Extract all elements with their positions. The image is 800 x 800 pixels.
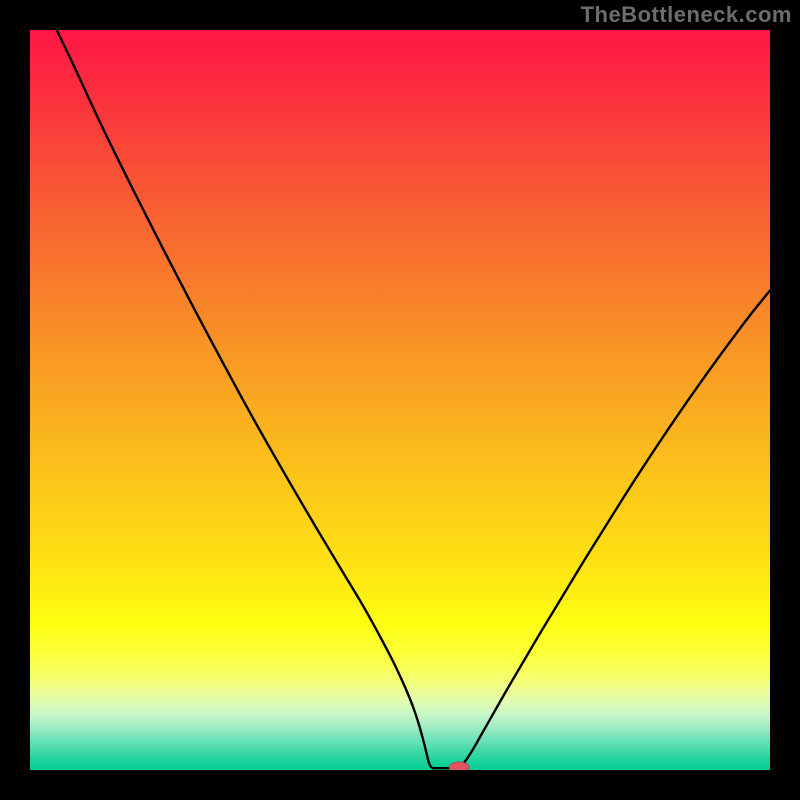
chart-frame: TheBottleneck.com — [0, 0, 800, 800]
attribution-text: TheBottleneck.com — [581, 2, 792, 28]
chart-background — [30, 30, 770, 770]
bottleneck-curve-chart — [30, 30, 770, 770]
